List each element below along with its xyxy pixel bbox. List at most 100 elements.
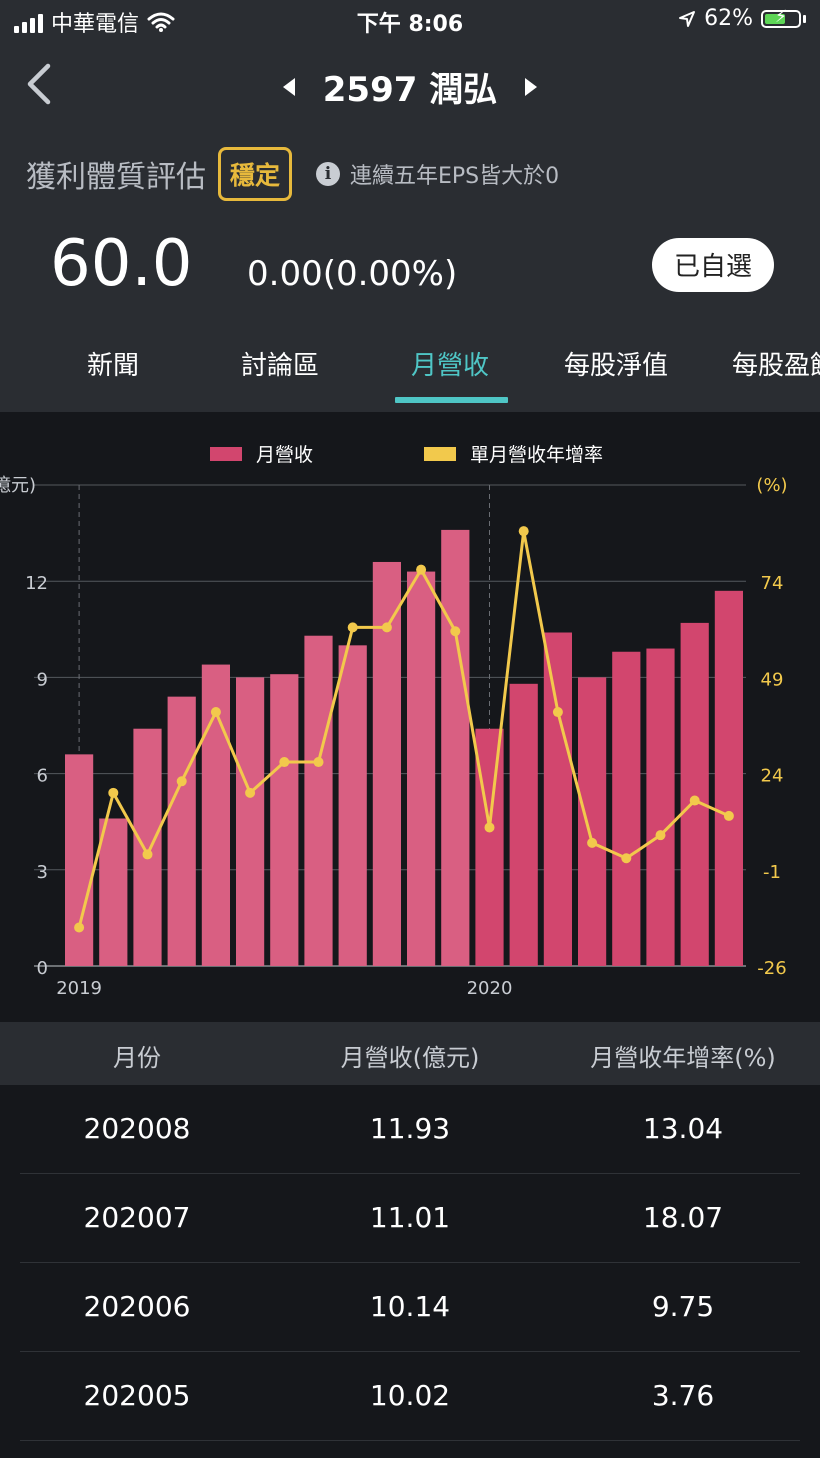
cell-revenue: 10.02 (369, 1379, 451, 1412)
price-change: 0.00(0.00%) (247, 254, 458, 294)
active-tab-indicator (395, 397, 508, 403)
revenue-bar (543, 632, 572, 966)
table-header: 月份 月營收(億元) 月營收年增率(%) (0, 1022, 820, 1085)
revenue-bar (509, 683, 538, 966)
legend-swatch-yoy (424, 447, 456, 461)
revenue-bar (65, 754, 94, 966)
yoy-point (74, 922, 85, 933)
revenue-bar (167, 696, 196, 966)
carrier-label: 中華電信 (51, 12, 140, 37)
stock-header: 獲利體質評估 穩定 i 連續五年EPS皆大於0 60.0 0.00(0.00%)… (0, 127, 820, 412)
yoy-line (77, 529, 730, 928)
tab-book-value[interactable]: 每股淨值 (564, 351, 669, 381)
revenue-bar (236, 677, 265, 966)
left-axis-unit: (億元) (0, 475, 36, 496)
yoy-point (552, 707, 563, 718)
revenue-bar (578, 677, 607, 966)
revenue-bar (304, 635, 333, 966)
cell-yoy: 18.07 (642, 1201, 724, 1234)
cell-month: 202005 (83, 1379, 191, 1412)
cell-revenue: 11.01 (369, 1201, 451, 1234)
battery-icon: ⚡ (761, 6, 801, 28)
cell-revenue: 10.14 (369, 1290, 451, 1323)
yoy-point (381, 622, 392, 633)
clock: 下午 8:06 (356, 12, 464, 37)
yoy-point (245, 787, 256, 798)
yoy-point (108, 787, 119, 798)
cell-yoy: 9.75 (651, 1290, 715, 1323)
revenue-bar (612, 651, 641, 966)
revenue-bar (680, 622, 709, 966)
tab-discussion[interactable]: 討論區 (241, 351, 320, 381)
yoy-point (621, 853, 632, 864)
charging-icon: ⚡ (775, 6, 787, 27)
location-icon (679, 10, 696, 27)
table-row[interactable]: 202005 10.02 3.76 (20, 1352, 800, 1441)
column-revenue: 月營收(億元) (340, 1044, 480, 1072)
cell-month: 202008 (83, 1112, 191, 1145)
cell-revenue: 11.93 (369, 1112, 451, 1145)
status-right: 62% ⚡ (678, 6, 806, 31)
tab-monthly-revenue[interactable]: 月營收 (411, 351, 490, 381)
x-tick-label: 2019 (56, 978, 102, 999)
next-stock-icon[interactable] (525, 77, 538, 96)
back-icon[interactable] (20, 56, 60, 112)
battery-fill (765, 13, 785, 24)
revenue-table: 202008 11.93 13.04 202007 11.01 18.07 20… (0, 1085, 820, 1441)
right-tick-label: -26 (757, 958, 786, 979)
yoy-point (450, 626, 461, 637)
yoy-point (142, 849, 153, 860)
cell-month: 202007 (83, 1201, 191, 1234)
profit-assessment: 獲利體質評估 穩定 i 連續五年EPS皆大於0 (26, 147, 559, 201)
yoy-point (416, 564, 427, 575)
yoy-point (313, 757, 324, 768)
legend-swatch-revenue (210, 447, 242, 461)
revenue-bar (646, 648, 675, 966)
battery-percent: 62% (704, 6, 753, 31)
revenue-bar (133, 728, 162, 966)
tab-news[interactable]: 新聞 (87, 351, 140, 381)
tab-eps[interactable]: 每股盈餘 (732, 351, 820, 381)
yoy-point (518, 526, 529, 537)
right-tick-label: 74 (761, 573, 784, 594)
left-tick-label: 6 (37, 766, 48, 787)
yoy-point (587, 837, 598, 848)
left-tick-label: 9 (37, 669, 48, 690)
assessment-note: 連續五年EPS皆大於0 (350, 164, 560, 189)
section-tabs: 新聞 討論區 月營收 每股淨值 每股盈餘 (0, 345, 820, 412)
table-row[interactable]: 202008 11.93 13.04 (20, 1085, 800, 1174)
left-tick-label: 12 (25, 573, 48, 594)
battery-cap (803, 14, 806, 23)
info-icon[interactable]: i (316, 162, 341, 186)
left-tick-label: 3 (37, 862, 48, 883)
signal-icon (14, 11, 43, 33)
column-yoy: 月營收年增率(%) (590, 1044, 776, 1072)
yoy-point (347, 622, 358, 633)
table-row[interactable]: 202007 11.01 18.07 (20, 1174, 800, 1263)
revenue-bar (714, 590, 743, 966)
revenue-chart: 0 3 6 9 12 (億元) -26 -1 24 49 74 (%) 2019 2020 月營收 單月營收… (0, 412, 820, 1022)
left-tick-label: 0 (37, 958, 48, 979)
yoy-point (689, 795, 700, 806)
nav-bar: 2597 潤弘 (0, 44, 820, 127)
assessment-label: 獲利體質評估 (26, 160, 206, 195)
right-tick-label: 24 (761, 766, 784, 787)
stock-title: 2597 潤弘 (322, 70, 498, 110)
yoy-point (279, 757, 290, 768)
revenue-bar (338, 645, 367, 966)
column-month: 月份 (113, 1044, 161, 1072)
previous-stock-icon[interactable] (282, 77, 295, 96)
assessment-badge: 穩定 (218, 147, 293, 201)
yoy-point (176, 776, 187, 787)
right-tick-label: 49 (761, 669, 784, 690)
revenue-bar (441, 529, 470, 966)
table-row[interactable]: 202006 10.14 9.75 (20, 1263, 800, 1352)
revenue-bar (270, 674, 299, 966)
yoy-point (723, 810, 734, 821)
legend-label-revenue: 月營收 (256, 444, 313, 466)
revenue-bar (99, 818, 128, 966)
watchlist-button[interactable]: 已自選 (652, 238, 774, 292)
stock-price: 60.0 (50, 227, 193, 301)
revenue-bar (407, 571, 436, 966)
cell-month: 202006 (83, 1290, 191, 1323)
